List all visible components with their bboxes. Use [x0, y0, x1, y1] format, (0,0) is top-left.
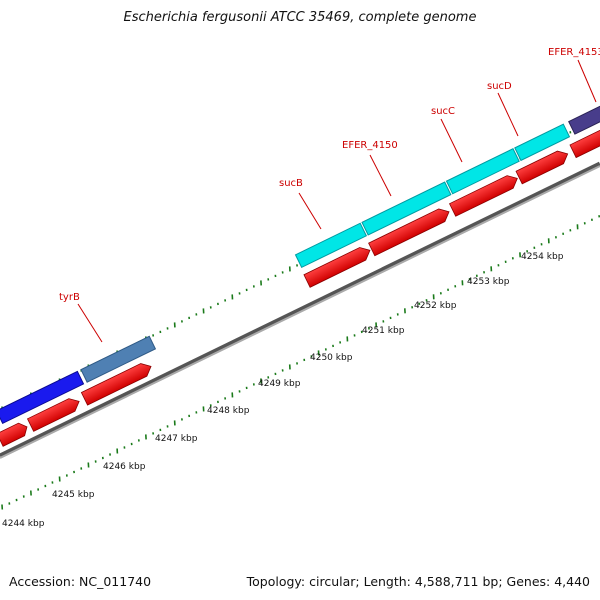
gene-block-sucC	[445, 148, 520, 195]
gene-label-sucD: sucD	[487, 81, 512, 92]
gene-label-tyrB: tyrB	[59, 292, 80, 303]
cds-arrow	[569, 125, 600, 159]
scale-label: 4251 kbp	[362, 326, 405, 336]
scale-label: 4248 kbp	[207, 406, 250, 416]
cds-arrow	[368, 208, 450, 257]
accession-text: Accession: NC_011740	[9, 574, 152, 589]
cds-arrow	[303, 247, 371, 288]
gene-label-EFER_4153: EFER_4153	[548, 47, 600, 58]
gene-label-sucC: sucC	[431, 106, 455, 117]
genome-backbone	[0, 161, 600, 459]
gene-block-sucD	[514, 123, 571, 162]
scale-label: 4246 kbp	[103, 462, 146, 472]
scale-label: 4250 kbp	[310, 353, 353, 363]
scale-label: 4253 kbp	[467, 277, 510, 287]
gene-block-blue	[0, 370, 85, 425]
scale-label: 4252 kbp	[414, 301, 457, 311]
scale-labels: 4244 kbp 4245 kbp 4246 kbp 4247 kbp 4248 kbp…	[2, 252, 564, 529]
gene-block-EFER_4153	[568, 94, 600, 135]
map-title: Escherichia fergusonii ATCC 35469, compl…	[123, 10, 477, 25]
cds-arrow	[515, 150, 569, 185]
scale-label: 4244 kbp	[2, 519, 45, 529]
gene-label-EFER_4150: EFER_4150	[342, 140, 398, 151]
scale-label: 4247 kbp	[155, 434, 198, 444]
scale-tick-track	[1, 215, 600, 510]
forward-feature-track	[0, 94, 600, 425]
scale-label: 4249 kbp	[258, 379, 301, 389]
cds-arrow	[449, 175, 518, 217]
scale-label: 4254 kbp	[521, 252, 564, 262]
gene-block-tyrB	[80, 335, 157, 383]
scale-label: 4245 kbp	[52, 490, 95, 500]
gene-block-EFER_4150	[361, 181, 452, 236]
gene-labels: tyrB sucB EFER_4150 sucC sucD EFER_4153	[59, 47, 600, 343]
gene-label-sucB: sucB	[279, 178, 303, 189]
cds-arrow	[80, 363, 152, 406]
gene-block-sucB	[294, 222, 368, 269]
genome-summary-text: Topology: circular; Length: 4,588,711 bp…	[246, 574, 590, 589]
cds-feature-track	[0, 125, 600, 447]
cds-arrow	[0, 422, 28, 447]
cds-arrow	[26, 398, 80, 432]
